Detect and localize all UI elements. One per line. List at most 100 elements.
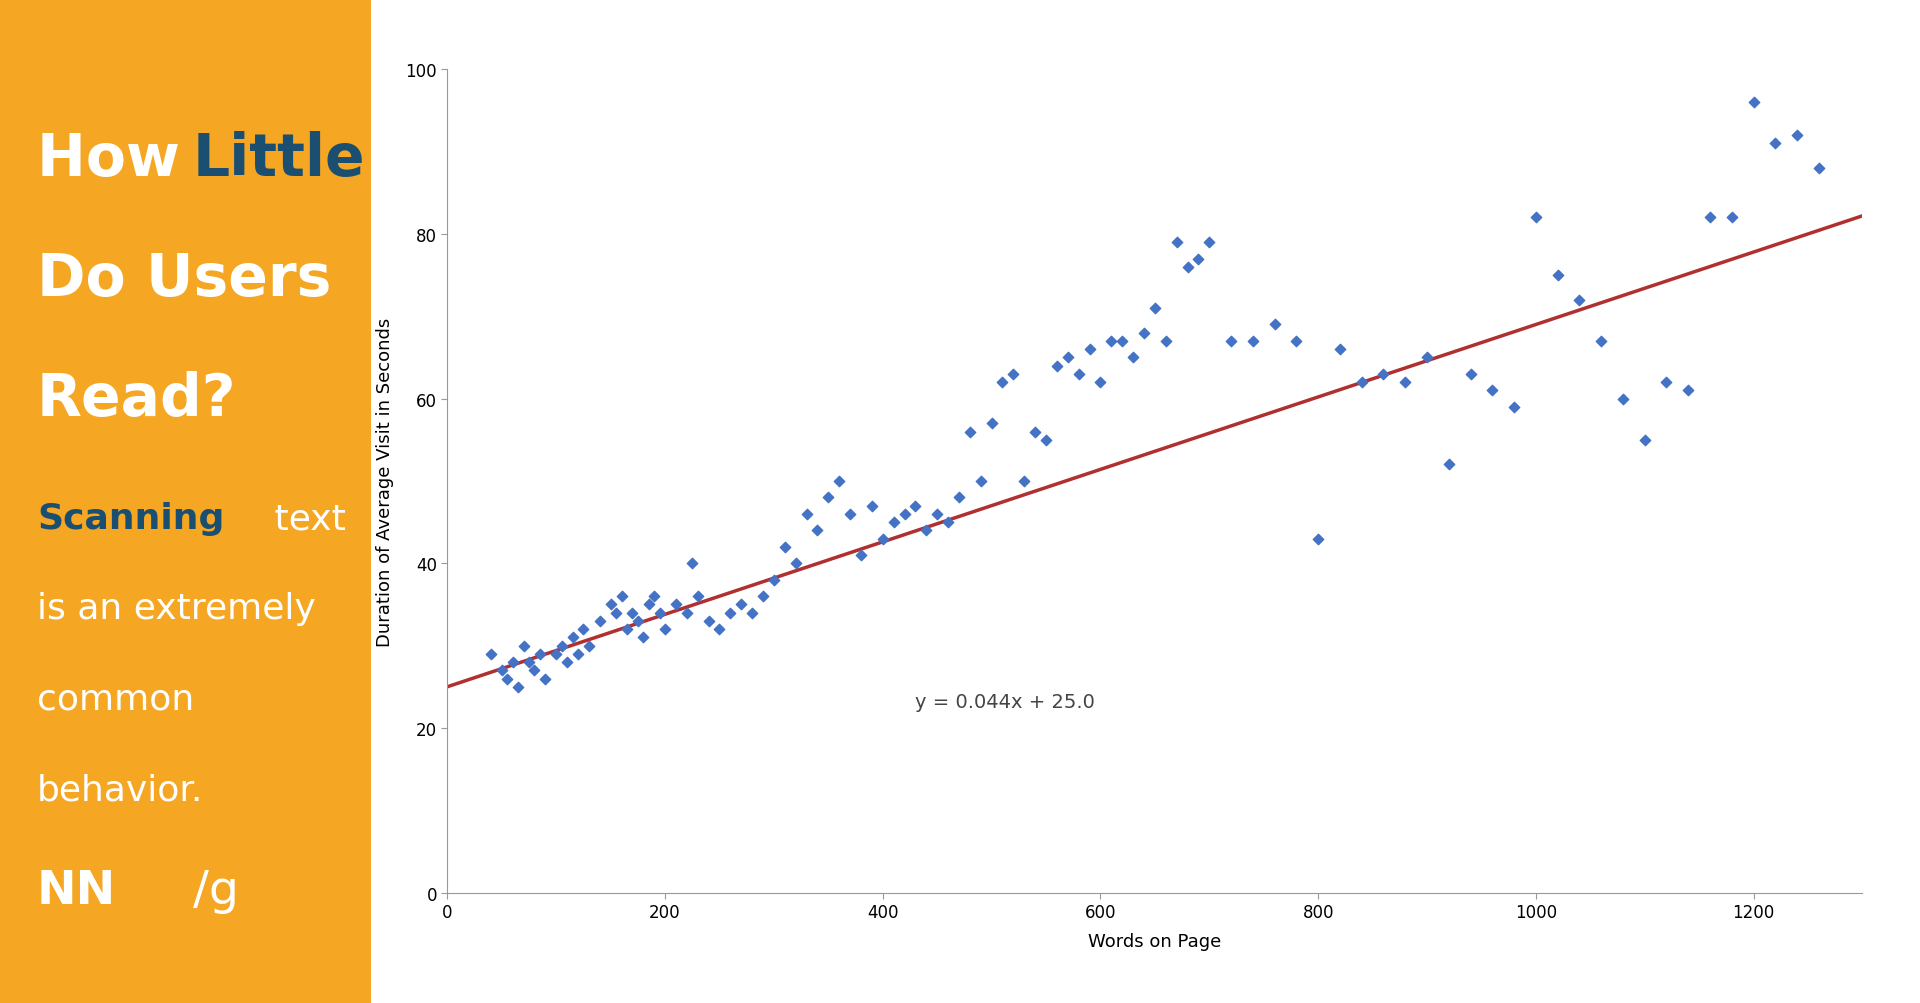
Point	[835, 507, 866, 523]
Point	[1238, 334, 1269, 350]
Point	[780, 556, 810, 572]
Point	[877, 515, 908, 531]
Point	[975, 416, 1006, 432]
Point	[933, 515, 964, 531]
Point	[889, 507, 920, 523]
Text: How: How	[36, 130, 200, 188]
Point	[812, 489, 843, 506]
Point	[515, 654, 545, 670]
Point	[1183, 252, 1213, 268]
Point	[1150, 334, 1181, 350]
Point	[900, 498, 931, 515]
Point	[601, 605, 632, 621]
Point	[693, 613, 724, 629]
Point	[628, 630, 659, 646]
Text: Read?: Read?	[36, 371, 236, 428]
Point	[660, 597, 691, 613]
Text: Do Users: Do Users	[36, 251, 332, 308]
Point	[595, 597, 626, 613]
Text: Little: Little	[192, 130, 365, 188]
Point	[954, 424, 985, 440]
Point	[1041, 358, 1071, 374]
Point	[1346, 375, 1377, 391]
Point	[1281, 334, 1311, 350]
Point	[868, 531, 899, 547]
Point	[645, 605, 676, 621]
Text: is an extremely: is an extremely	[36, 592, 315, 626]
Point	[634, 597, 664, 613]
Point	[1565, 293, 1596, 309]
Text: y = 0.044x + 25.0: y = 0.044x + 25.0	[916, 693, 1094, 712]
Point	[622, 613, 653, 629]
Point	[1651, 375, 1682, 391]
Point	[1390, 375, 1421, 391]
Point	[509, 638, 540, 654]
Point	[1117, 350, 1148, 366]
Point	[747, 589, 778, 605]
Point	[557, 630, 588, 646]
Point	[987, 375, 1018, 391]
Point	[791, 507, 822, 523]
Text: Scanning: Scanning	[36, 502, 225, 536]
Point	[1500, 399, 1530, 415]
Point	[1064, 366, 1094, 382]
Point	[1260, 317, 1290, 333]
Point	[1139, 301, 1169, 317]
Point	[1052, 350, 1083, 366]
Point	[518, 663, 549, 679]
Point	[639, 589, 670, 605]
Point	[584, 613, 614, 629]
Text: text: text	[263, 502, 346, 536]
Point	[1162, 235, 1192, 251]
Point	[1369, 366, 1400, 382]
Point	[922, 507, 952, 523]
Point	[966, 473, 996, 489]
Point	[1085, 375, 1116, 391]
Point	[1761, 136, 1791, 152]
Point	[492, 671, 522, 687]
Point	[612, 622, 643, 638]
Text: /g: /g	[192, 868, 238, 913]
Point	[1782, 128, 1812, 144]
Point	[1008, 473, 1039, 489]
Point	[1031, 432, 1062, 448]
Point	[1738, 95, 1768, 111]
Point	[616, 605, 647, 621]
X-axis label: Words on Page: Words on Page	[1089, 932, 1221, 950]
Point	[737, 605, 768, 621]
Point	[1716, 211, 1747, 227]
Point	[530, 671, 561, 687]
Point	[1455, 366, 1486, 382]
Point	[943, 489, 973, 506]
Point	[1020, 424, 1050, 440]
Point	[1803, 160, 1834, 177]
Point	[1325, 342, 1356, 358]
Text: behavior.: behavior.	[36, 772, 204, 806]
Point	[726, 597, 756, 613]
Point	[649, 622, 680, 638]
Point	[1304, 531, 1334, 547]
Point	[503, 679, 534, 695]
Point	[758, 572, 789, 588]
Point	[1542, 268, 1572, 284]
Point	[551, 654, 582, 670]
Point	[547, 638, 578, 654]
Point	[1672, 383, 1703, 399]
Point	[1173, 260, 1204, 276]
Y-axis label: Duration of Average Visit in Seconds: Duration of Average Visit in Seconds	[376, 317, 394, 646]
Point	[705, 622, 735, 638]
Point	[1695, 211, 1726, 227]
Point	[1434, 457, 1465, 473]
Point	[607, 589, 637, 605]
Point	[1607, 391, 1638, 407]
Point	[563, 646, 593, 662]
Point	[845, 548, 876, 564]
Point	[1476, 383, 1507, 399]
Point	[998, 366, 1029, 382]
Point	[1096, 334, 1127, 350]
Point	[1630, 432, 1661, 448]
Point	[1129, 325, 1160, 341]
Point	[486, 663, 516, 679]
Point	[856, 498, 887, 515]
Point	[910, 523, 941, 539]
